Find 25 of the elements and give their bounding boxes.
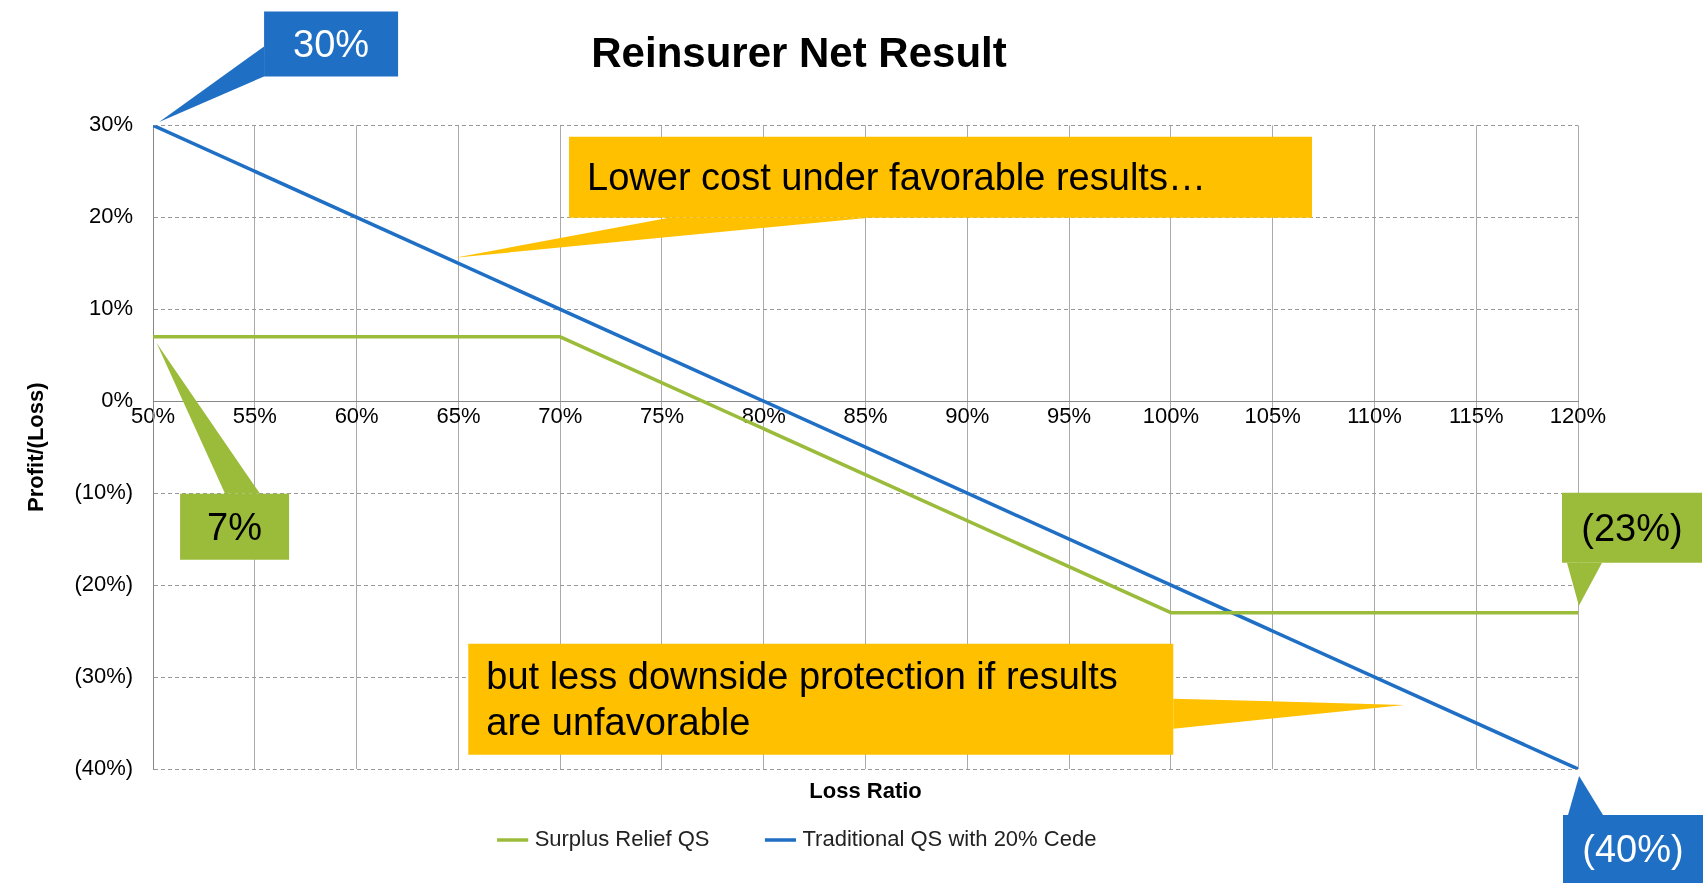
legend-label: Traditional QS with 20% Cede <box>802 826 1097 852</box>
y-tick-label: 10% <box>89 295 134 321</box>
x-axis-title: Loss Ratio <box>809 778 922 804</box>
y-tick-label: (40%) <box>74 755 134 781</box>
x-tick-label: 95% <box>1047 403 1092 429</box>
chart-title: Reinsurer Net Result <box>591 28 1007 76</box>
legend-label: Surplus Relief QS <box>534 826 710 852</box>
x-tick-label: 100% <box>1142 403 1200 429</box>
x-tick-label: 70% <box>538 403 583 429</box>
y-axis-title: Profit/(Loss) <box>23 382 49 512</box>
x-tick-label: 110% <box>1347 403 1402 429</box>
y-tick-label: (20%) <box>74 571 134 597</box>
x-tick-label: 90% <box>945 403 990 429</box>
y-tick-label: (30%) <box>74 663 134 689</box>
y-tick-label: (10%) <box>74 479 134 505</box>
x-tick-label: 75% <box>639 403 685 429</box>
y-tick-label: 20% <box>89 203 134 229</box>
y-tick-label: 30% <box>89 111 134 137</box>
x-tick-label: 120% <box>1549 403 1607 429</box>
x-tick-label: 55% <box>232 403 277 429</box>
x-tick-label: 115% <box>1448 403 1504 429</box>
x-tick-label: 60% <box>334 403 379 429</box>
x-tick-label: 85% <box>843 403 888 429</box>
x-tick-label: 65% <box>436 403 481 429</box>
x-tick-label: 105% <box>1244 403 1301 429</box>
